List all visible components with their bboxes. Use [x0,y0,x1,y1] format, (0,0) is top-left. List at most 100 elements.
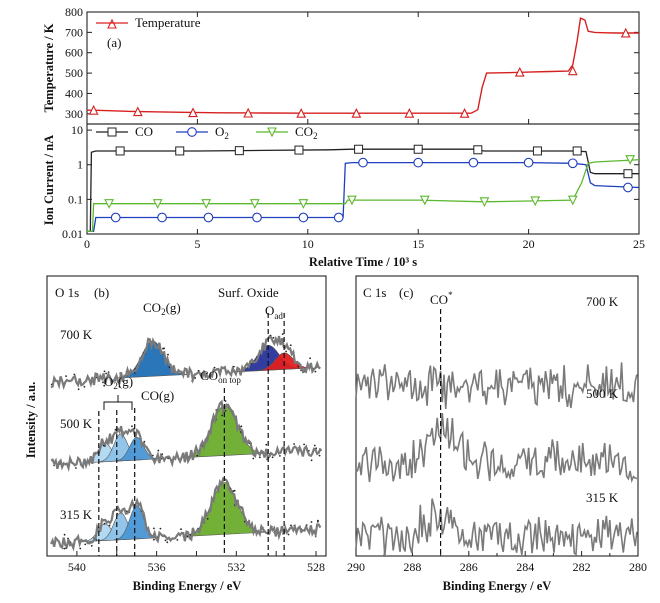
temp-marker [351,107,362,118]
o1s-data-point [279,455,281,457]
c1s-xtick-label: 286 [460,560,478,574]
temp-ylabel: Temperature / K [42,23,56,112]
o1s-data-point [205,372,208,375]
o1s-label-500k: 500 K [60,416,93,431]
o1s-data-point [233,489,236,492]
o1s-xtick-label: 528 [307,560,325,574]
ion-xtick-label: 0 [84,237,90,251]
panel-a-label: (a) [107,35,121,50]
ion-xtick-label: 5 [194,237,200,251]
temp-ytick-label: 500 [65,66,83,80]
o1s-data-point [103,384,106,387]
temp-marker [514,66,525,77]
o1s-data-point [75,467,77,469]
c1s-label-700k: 700 K [586,294,619,309]
legend-co2-label: CO2 [295,124,318,141]
ion-marker-co [532,146,542,156]
anno-o-ad: Oad [265,303,283,321]
anno-surf-oxide: Surf. Oxide [218,285,279,300]
temp-marker [620,27,631,38]
o1s-data-point [196,454,199,457]
ion-marker-o2 [567,158,578,169]
anno-co2-gas: CO2(g) [143,300,181,317]
o1s-data-point [90,545,93,547]
o1s-data-point [104,445,106,447]
o1s-data-point [180,528,182,531]
ion-marker-o2 [157,212,167,223]
o1s-data-point [240,425,243,428]
anno-co-gas: CO(g) [141,388,174,403]
o1s-data-point [233,365,235,368]
o1s-data-point [265,443,268,446]
o1s-data-point [67,537,69,540]
c1s-spectrum [355,498,638,557]
legend-o2-label: O2 [215,124,229,141]
o1s-data-point [103,370,106,373]
o1s-data-point [224,410,227,412]
ion-xtick-label: 15 [412,237,424,251]
c1s-xtick-label: 280 [629,560,647,574]
c1s-xtick-label: 290 [347,560,365,574]
o1s-data-point [103,522,106,525]
o1s-data-point [317,520,319,523]
ion-xtick-label: 10 [302,237,314,251]
ion-ytick-label: 0.1 [68,192,83,206]
panel-c-c1s: 290 288 286 284 282 280 C 1s (c) Binding Ener… [347,275,647,593]
o1s-data-point [118,385,121,388]
o1s-data-point [63,533,66,536]
legend-temp-label: Temperature [135,15,201,30]
o1s-data-point [163,347,166,350]
o1s-data-point [272,336,275,339]
o1s-xtick-label: 532 [227,560,245,574]
o1s-data-point [287,533,290,536]
o1s-data-point [114,428,117,431]
ion-marker-co [572,146,582,156]
o1s-data-point [131,425,133,428]
ion-marker-co2 [298,199,309,209]
temp-marker [188,107,198,118]
o1s-data-point [310,521,313,523]
o1s-envelope [50,335,321,391]
ion-marker-co2 [347,195,357,206]
o1s-data-point [271,456,274,459]
o1s-data-point [213,366,216,369]
temp-ytick-label: 300 [65,107,83,121]
o1s-data-point [289,344,292,347]
panel-a-ion-current: 0.01 0.1 1 10 0 5 10 15 20 25 Ion Current / nA Re… [42,123,645,269]
o1s-data-point [102,381,104,384]
c1s-spectrum [355,412,638,484]
ion-xtick-label: 25 [633,237,645,251]
ion-ytick-label: 10 [71,123,83,137]
o1s-data-point [159,527,162,530]
o1s-data-point [133,372,136,374]
temp-ytick-label: 800 [65,5,83,19]
o1s-data-point [105,372,107,375]
legend-co-marker [107,127,117,137]
panel-b-o1s: 540 536 532 528 O 1s (b) Intensity / a.u. B… [24,275,327,593]
o1s-data-point [153,538,155,541]
c1s-xtick-label: 282 [573,560,591,574]
ion-line-co [87,148,639,232]
temp-marker [243,107,254,118]
o1s-data-point [290,524,292,527]
ion-ytick-label: 1 [77,158,83,172]
c1s-label-500k: 500 K [586,386,619,401]
o1s-data-point [221,414,224,417]
temp-marker [459,107,470,118]
c1s-label-315k: 315 K [586,490,619,505]
ion-marker-co2 [625,155,636,165]
c1s-xtick-label: 284 [516,560,534,574]
temp-line [87,17,639,114]
ion-ylabel: Ion Current / nA [42,135,56,225]
ion-marker-o2 [333,212,344,223]
o1s-envelope [50,399,322,473]
ion-marker-o2 [203,212,214,223]
ion-marker-co [473,145,483,155]
o1s-data-point [224,400,227,402]
o1s-label-700k: 700 K [60,327,93,342]
ion-marker-o2 [413,157,424,168]
c1s-xtick-label: 288 [403,560,421,574]
o1s-data-point [84,543,87,546]
ion-marker-co2 [530,196,541,207]
